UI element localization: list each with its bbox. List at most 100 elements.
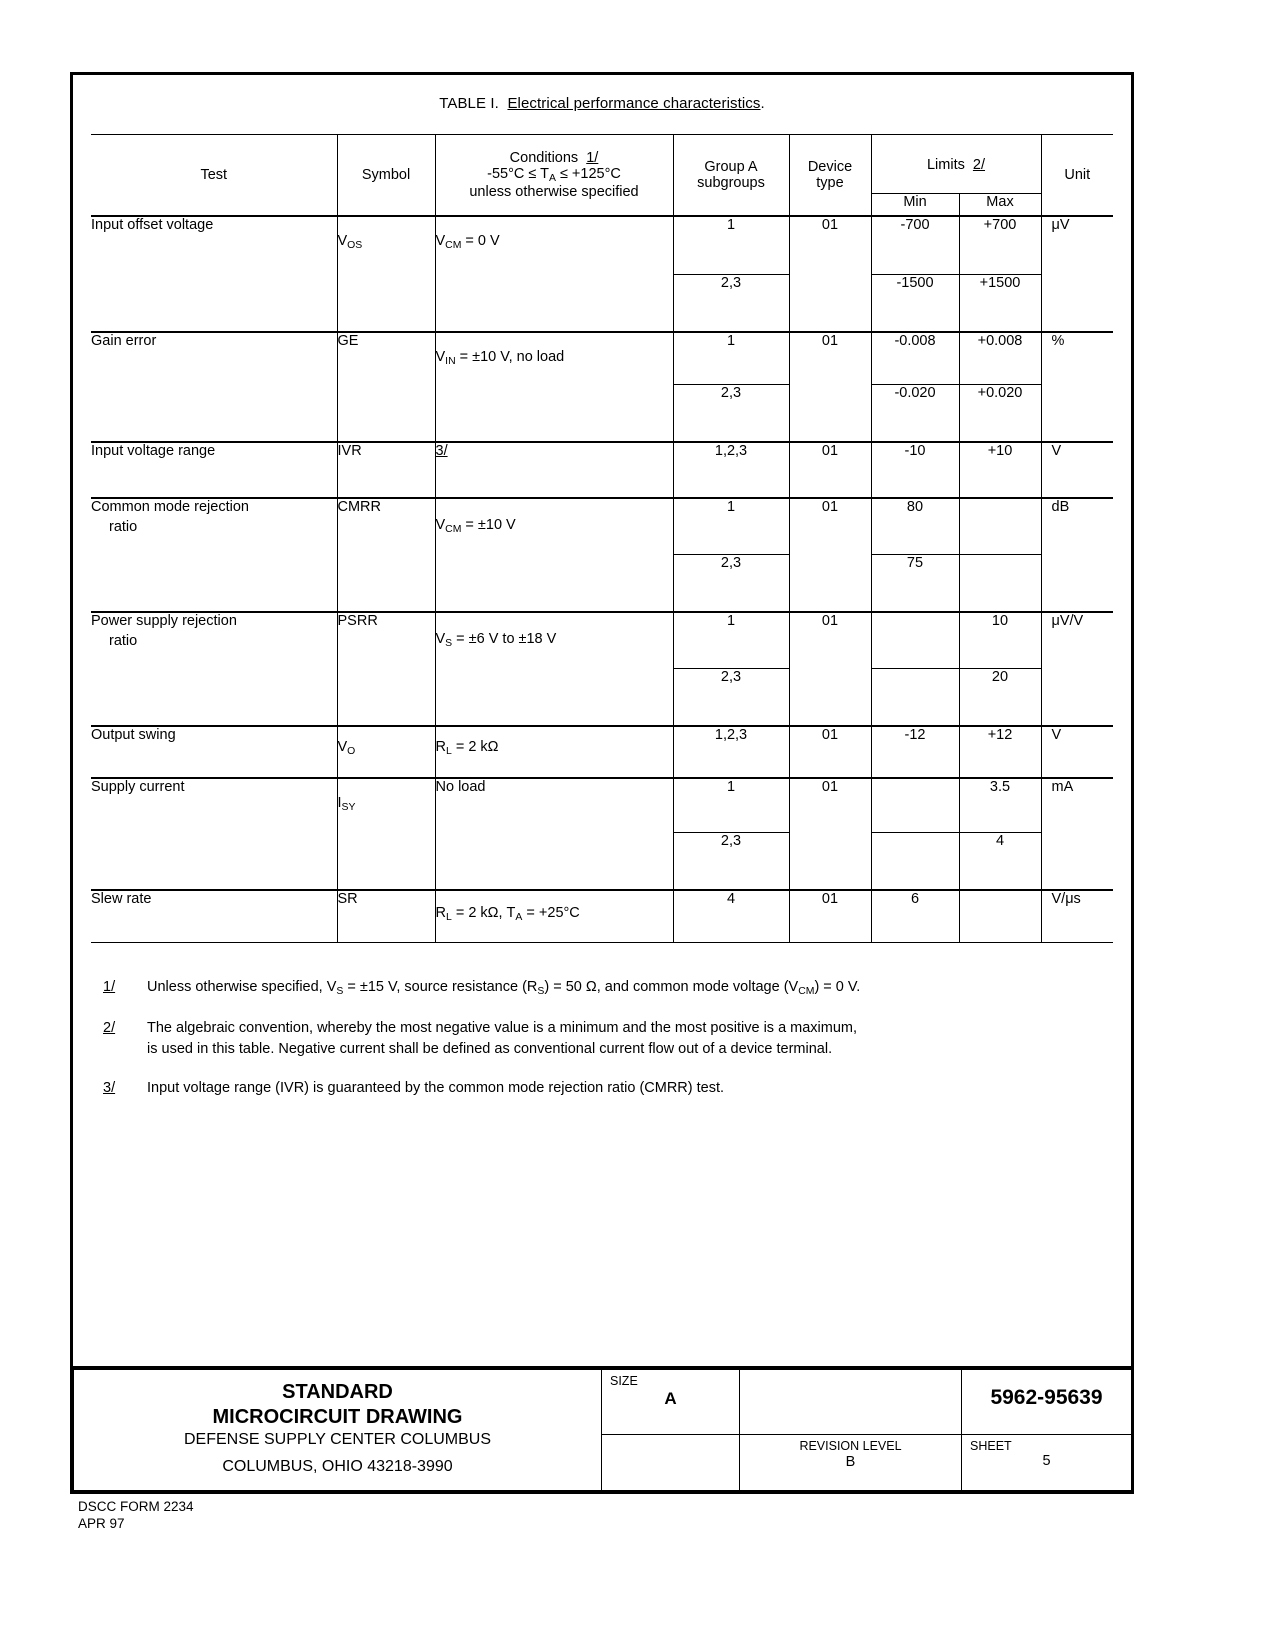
header-temp-sub: A bbox=[548, 172, 556, 184]
row-test-name: Gain error bbox=[91, 331, 338, 442]
footnote-3-number-text: 3/ bbox=[103, 1080, 116, 1097]
table-header-row-main: Test Symbol Conditions 1/ -55°C ≤ TA ≤ +… bbox=[91, 134, 1113, 216]
row-limit-max: +12 bbox=[959, 725, 1042, 778]
document-page-content: TABLE I. Electrical performance characte… bbox=[73, 75, 1132, 1491]
row-symbol: IVR bbox=[337, 441, 436, 498]
table-row: 2,3 -0.020 +0.020 bbox=[91, 384, 1113, 442]
table-row: 2,3 20 bbox=[91, 668, 1113, 726]
row-symbol-base: SR bbox=[337, 891, 358, 907]
row-limit-min: -10 bbox=[871, 441, 960, 498]
row-cond-post: = 2 kΩ bbox=[451, 739, 499, 755]
footnote-1-sub-b: S bbox=[537, 985, 545, 997]
row-device-type: 01 bbox=[789, 725, 872, 778]
table-header-row-sub: Min Max bbox=[91, 193, 1113, 216]
header-conditions: Conditions 1/ -55°C ≤ TA ≤ +125°C unless… bbox=[435, 134, 674, 216]
row-cond-base: R bbox=[435, 739, 446, 755]
footnote-3-line1: Input voltage range (IVR) is guaranteed … bbox=[147, 1080, 725, 1097]
row-device-type: 01 bbox=[789, 889, 872, 943]
row-cond-sub: S bbox=[445, 637, 453, 649]
row-cond-note: 3/ bbox=[435, 443, 448, 459]
row-test-name-line1: Common mode rejection bbox=[91, 499, 249, 515]
row-unit: μV bbox=[1041, 215, 1113, 332]
table-row: Supply current ISY No load 1 01 3.5 mA bbox=[91, 777, 1113, 890]
row-limit-max: +0.020 bbox=[959, 384, 1042, 442]
table-row: Input offset voltage VOS VCM = 0 V 1 01 … bbox=[91, 215, 1113, 332]
row-cond-sub: CM bbox=[445, 239, 462, 251]
row-conditions: VCM = 0 V bbox=[435, 215, 674, 332]
row-limit-min: -0.008 bbox=[871, 331, 960, 385]
footnote-3-number: 3/ bbox=[103, 1078, 147, 1099]
header-device-type: Device type bbox=[789, 134, 872, 216]
row-test-name: Slew rate bbox=[91, 889, 338, 943]
footnote-1-text-d: ) = 0 V. bbox=[814, 978, 861, 995]
row-symbol-base: V bbox=[337, 739, 348, 755]
row-subgroup: 1 bbox=[673, 611, 790, 669]
drawing-number: 5962-95639 bbox=[990, 1386, 1103, 1410]
sheet-cell: SHEET 5 bbox=[961, 1434, 1132, 1491]
row-test-name: Supply current bbox=[91, 777, 338, 890]
footnote-2: 2/ The algebraic convention, whereby the… bbox=[103, 1018, 1063, 1059]
footnote-3-body: Input voltage range (IVR) is guaranteed … bbox=[147, 1078, 1063, 1099]
row-device-type: 01 bbox=[789, 497, 872, 612]
row-test-name: Output swing bbox=[91, 725, 338, 778]
row-test-name-line2: ratio bbox=[109, 519, 138, 535]
row-test-name-line2: ratio bbox=[109, 633, 138, 649]
drawing-title-block: STANDARD MICROCIRCUIT DRAWING DEFENSE SU… bbox=[73, 1366, 1132, 1491]
row-limit-max: 10 bbox=[959, 611, 1042, 669]
table-row: 2,3 -1500 +1500 bbox=[91, 274, 1113, 332]
row-limit-min bbox=[871, 668, 960, 726]
row-symbol: PSRR bbox=[337, 611, 436, 726]
row-subgroup: 2,3 bbox=[673, 668, 790, 726]
footnote-1-sub-c: CM bbox=[798, 985, 815, 997]
row-cond-base: V bbox=[435, 631, 446, 647]
table-row-group-slew-rate: Slew rate SR RL = 2 kΩ, TA = +25°C 4 01 … bbox=[91, 889, 1113, 943]
header-conditions-line3: unless otherwise specified bbox=[469, 183, 639, 200]
row-cond-post: = 2 kΩ, T bbox=[451, 905, 516, 921]
row-symbol-sub: OS bbox=[347, 239, 363, 251]
header-unit: Unit bbox=[1041, 134, 1113, 216]
sheet-value: 5 bbox=[1042, 1453, 1051, 1470]
row-cond-sub: IN bbox=[445, 355, 456, 367]
size-label: SIZE bbox=[610, 1374, 638, 1389]
header-limits: Limits 2/ bbox=[871, 134, 1042, 194]
row-test-name: Common mode rejection ratio bbox=[91, 497, 338, 612]
footnote-1-number-text: 1/ bbox=[103, 978, 116, 995]
table-caption-title: Electrical performance characteristics bbox=[507, 95, 761, 112]
row-limit-min: 75 bbox=[871, 554, 960, 612]
table-caption: TABLE I. Electrical performance characte… bbox=[73, 95, 1131, 112]
header-temp-post: ≤ +125°C bbox=[555, 166, 621, 183]
table-row-group-gain-error: Gain error GE VIN = ±10 V, no load 1 01 … bbox=[91, 331, 1113, 442]
row-limit-max: +700 bbox=[959, 215, 1042, 275]
row-subgroup: 1 bbox=[673, 215, 790, 275]
title-block-blank-cell-2 bbox=[601, 1434, 740, 1491]
row-cond-post2: = +25°C bbox=[522, 905, 580, 921]
header-group-a: Group A subgroups bbox=[673, 134, 790, 216]
title-block-row-bottom: REVISION LEVEL B SHEET 5 bbox=[74, 1434, 1132, 1491]
table-row: Common mode rejection ratio CMRR VCM = ±… bbox=[91, 497, 1113, 612]
row-subgroup: 2,3 bbox=[673, 274, 790, 332]
row-symbol: VOS bbox=[337, 215, 436, 332]
electrical-performance-table: Test Symbol Conditions 1/ -55°C ≤ TA ≤ +… bbox=[91, 134, 1113, 943]
revision-level-label: REVISION LEVEL bbox=[799, 1439, 902, 1454]
sheet-label: SHEET bbox=[970, 1439, 1012, 1454]
table-caption-prefix: TABLE I. bbox=[439, 95, 499, 112]
row-conditions: RL = 2 kΩ bbox=[435, 725, 674, 778]
row-conditions: 3/ bbox=[435, 441, 674, 498]
row-unit: V bbox=[1041, 441, 1113, 498]
row-device-type: 01 bbox=[789, 215, 872, 332]
row-cond-post: No load bbox=[435, 779, 486, 795]
row-limit-max: 4 bbox=[959, 832, 1042, 890]
table-row: Power supply rejection ratio PSRR VS = ±… bbox=[91, 611, 1113, 726]
header-device-line2: type bbox=[816, 175, 844, 191]
title-standard: STANDARD bbox=[282, 1381, 393, 1404]
row-test-name-line1: Power supply rejection bbox=[91, 613, 237, 629]
table-row: Input voltage range IVR 3/ 1,2,3 01 -10 … bbox=[91, 441, 1113, 498]
footnote-3: 3/ Input voltage range (IVR) is guarante… bbox=[103, 1078, 1063, 1099]
title-block-blank-cell bbox=[739, 1369, 962, 1436]
row-device-type: 01 bbox=[789, 611, 872, 726]
footnote-1: 1/ Unless otherwise specified, VS = ±15 … bbox=[103, 977, 1063, 1000]
table-row: 2,3 4 bbox=[91, 832, 1113, 890]
row-unit: μV/V bbox=[1041, 611, 1113, 726]
header-group-a-line2: subgroups bbox=[697, 175, 765, 191]
row-limit-min: -1500 bbox=[871, 274, 960, 332]
